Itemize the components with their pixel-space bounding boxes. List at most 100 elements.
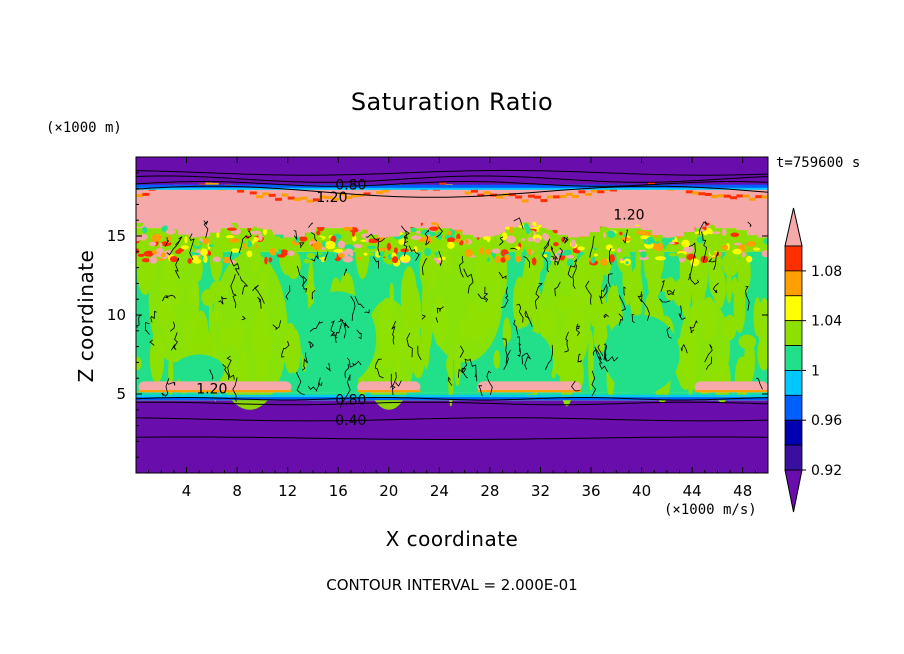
contour-fragment (477, 293, 487, 301)
field-pink-rim (527, 194, 535, 198)
field-pink-band (641, 200, 653, 231)
field-speckle (193, 241, 201, 247)
field-speckle (530, 230, 534, 238)
field-speckle (351, 229, 356, 237)
field-speckle (254, 244, 258, 249)
field-pink-rim (647, 182, 655, 186)
contour-fragment (544, 344, 554, 371)
field-top-edge-blue (136, 184, 768, 189)
field-pink-rim (761, 195, 768, 199)
colorbar-bin-5 (784, 370, 803, 396)
contour-fragment (417, 345, 422, 361)
field-speckle (514, 246, 521, 251)
field-speckle (328, 251, 337, 260)
field-speckle (553, 241, 559, 247)
field-pink-band (199, 189, 211, 237)
field-speckle (668, 252, 677, 257)
field-base-orange-2 (477, 390, 581, 393)
field-pink-rim (540, 199, 548, 203)
field-pink-band (588, 191, 600, 233)
field-speckle (363, 252, 368, 256)
contour-label-1: 1.20 (316, 190, 347, 206)
field-pink-rim (357, 193, 365, 197)
contour-fragment (660, 279, 665, 292)
contour-fragment (161, 378, 170, 397)
contour-fragment (343, 268, 347, 276)
field-speckle (667, 245, 678, 249)
field-speckle (465, 239, 469, 245)
contour-fragment (229, 251, 240, 276)
field-pink-band (494, 198, 506, 233)
field-speckle (570, 239, 576, 248)
contour-fragment (555, 247, 563, 266)
contour-fragment (311, 232, 318, 242)
contour-fragment (372, 256, 379, 269)
field-pink-rim (711, 195, 719, 198)
field-pink-rim (565, 192, 573, 196)
contour-fragment (678, 305, 686, 321)
field-speckle (541, 232, 548, 240)
field-speckle (181, 245, 189, 250)
contour-fragment (631, 314, 635, 323)
field-patch-green (721, 249, 740, 277)
x-tick-label-0: 4 (182, 482, 192, 500)
contour-fragment (689, 273, 700, 285)
field-speckle (184, 236, 188, 244)
colorbar-label-3: 0.96 (811, 413, 842, 429)
contour-fragment (524, 310, 533, 327)
contour-fragment (326, 363, 331, 372)
field-speckle (187, 258, 192, 264)
field-speckle (410, 227, 417, 233)
field-pink-rim (610, 188, 617, 192)
field-speckle (145, 238, 151, 242)
y-axis-unit: (×1000 m) (46, 120, 122, 136)
x-tick-label-11: 48 (733, 482, 752, 500)
contour-fragment (459, 345, 464, 358)
field-speckle (216, 232, 220, 239)
field-speckle (616, 248, 622, 253)
field-base-pink-2 (477, 381, 581, 393)
contour-fragment (534, 283, 543, 310)
field-speckle (720, 259, 727, 263)
colorbar-bin-0 (784, 245, 803, 272)
contour-fragment (457, 367, 467, 378)
field-pink-band (157, 190, 169, 225)
field-speckle (525, 226, 531, 235)
x-tick-label-5: 24 (430, 482, 449, 500)
field-speckle (230, 248, 240, 253)
field-speckle (710, 231, 721, 235)
field-speckle (241, 249, 246, 257)
field-speckle (299, 236, 308, 242)
colorbar-bin-8 (784, 444, 803, 471)
contour-fragment (592, 348, 602, 362)
contour-fragment (601, 283, 608, 297)
field-speckle (753, 247, 760, 251)
field-speckle (481, 255, 488, 262)
field-pink-band (483, 200, 495, 237)
contour-fragment (308, 341, 314, 349)
field-teal-1 (603, 315, 680, 394)
colorbar-bin-2 (784, 295, 803, 322)
contour-fragment (302, 352, 308, 371)
field-speckle (325, 240, 336, 250)
contour-fragment (666, 289, 675, 296)
contour-fragment (285, 285, 291, 300)
x-tick-label-2: 12 (278, 482, 297, 500)
field-speckle (730, 232, 740, 238)
field-speckle (208, 244, 215, 248)
contour-fragment (408, 245, 420, 261)
colorbar: 1.08 1.04 1 0.96 0.92 (784, 207, 842, 513)
contour-line-2 (136, 169, 768, 176)
field-pink-band (746, 188, 758, 236)
contour-fragment (364, 309, 370, 314)
field-pink-band (409, 192, 421, 227)
field-patch-green (446, 356, 451, 374)
field-speckle (705, 233, 714, 241)
field-pink-band (325, 194, 337, 223)
field-speckle (509, 225, 514, 234)
colorbar-label-0: 1.08 (811, 264, 842, 280)
field-speckle (143, 250, 155, 257)
field-patch-green (744, 338, 756, 383)
contour-fragment (436, 306, 444, 314)
field-speckle (400, 248, 409, 253)
